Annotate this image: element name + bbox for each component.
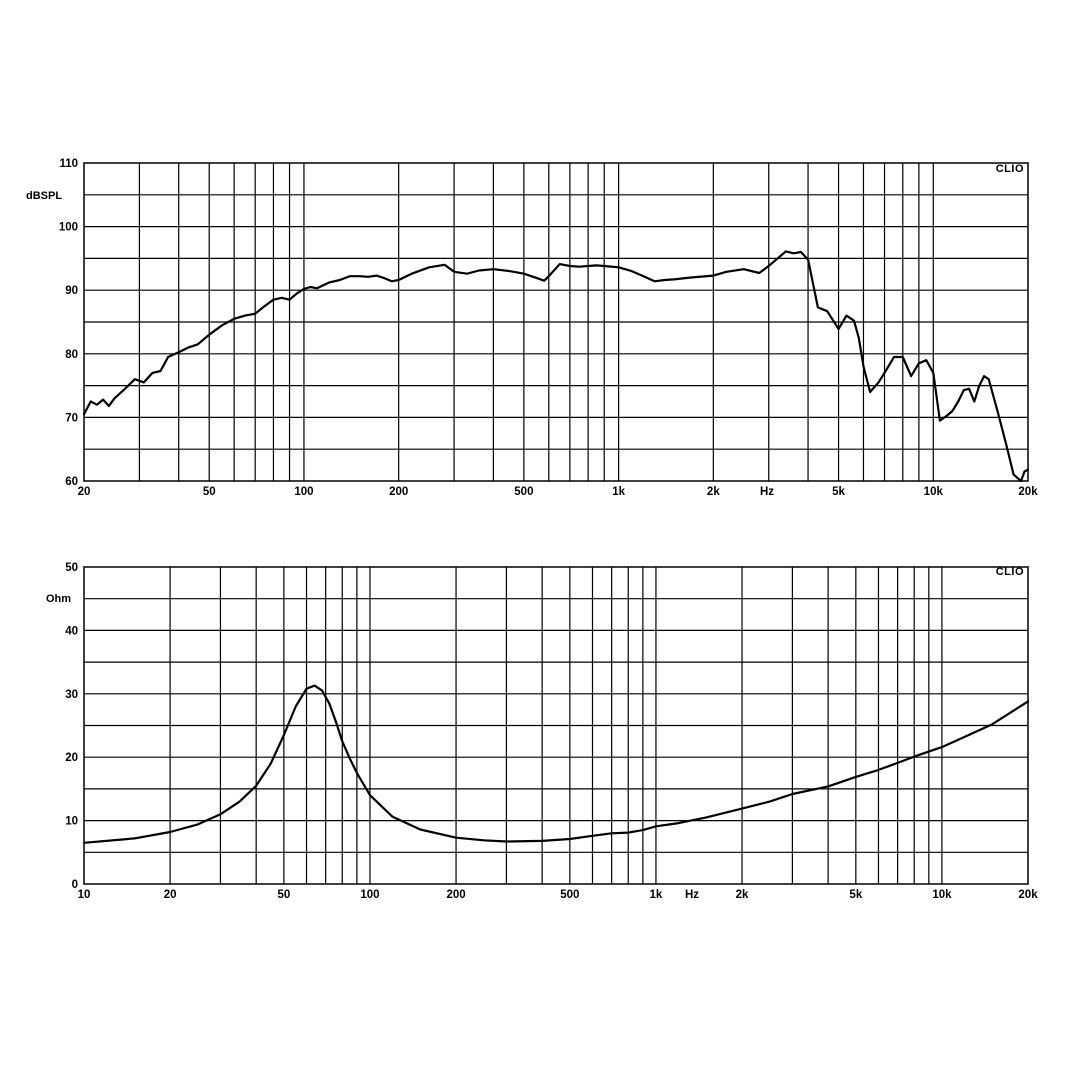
spl-plot-frame: [83, 162, 1029, 482]
spl-x-tick-label: 200: [389, 486, 408, 498]
spl-curve: [82, 250, 1030, 483]
imp-brand-label: CLIO: [996, 566, 1024, 578]
spl-x-tick-label: 1k: [612, 486, 625, 498]
spl-ylabel: dBSPL: [26, 190, 62, 202]
imp-grid: [84, 567, 1028, 884]
imp-y-tick-label: 10: [65, 816, 78, 828]
spl-x-unit: Hz: [760, 486, 774, 498]
imp-y-tick-label: 20: [65, 752, 78, 764]
imp-y-tick-label: 0: [72, 879, 78, 891]
imp-x-tick-label: 20k: [1018, 889, 1038, 901]
spl-x-tick-label: 20: [78, 486, 91, 498]
spl-x-tick-label: 100: [294, 486, 313, 498]
spl-y-tick-label: 90: [65, 285, 78, 297]
imp-y-tick-label: 30: [65, 689, 78, 701]
spl-y-tick-label: 100: [59, 222, 78, 234]
imp-x-tick-label: 2k: [736, 889, 749, 901]
spl-y-tick-label: 80: [65, 349, 78, 361]
imp-x-tick-label: 50: [277, 889, 290, 901]
imp-x-tick-label: 10: [78, 889, 91, 901]
imp-x-unit: Hz: [685, 889, 699, 901]
spl-x-tick-label: 50: [203, 486, 216, 498]
imp-x-tick-label: 100: [360, 889, 379, 901]
spl-x-tick-label: 2k: [707, 486, 720, 498]
imp-x-tick-label: 1k: [650, 889, 663, 901]
imp-curve: [82, 684, 1030, 844]
imp-y-tick-label: 40: [65, 625, 78, 637]
spl-y-tick-label: 60: [65, 476, 78, 488]
imp-ylabel: Ohm: [46, 593, 71, 605]
imp-x-tick-label: 500: [560, 889, 579, 901]
spl-tick-labels: 20 50 100 200 500 1k 2k 5k 10k 20k 60 70 80 90 100 110: [59, 158, 1038, 498]
spl-x-tick-label: 5k: [832, 486, 845, 498]
spl-x-tick-label: 10k: [924, 486, 944, 498]
imp-y-tick-label: 50: [65, 562, 78, 574]
imp-x-tick-label: 200: [446, 889, 465, 901]
spl-y-tick-label: 70: [65, 412, 78, 424]
spl-grid: [84, 163, 1028, 481]
spl-x-tick-label: 500: [514, 486, 533, 498]
imp-x-tick-label: 20: [164, 889, 177, 901]
imp-x-tick-label: 10k: [932, 889, 952, 901]
imp-plot-frame: [83, 566, 1029, 885]
imp-x-tick-label: 5k: [849, 889, 862, 901]
spl-x-tick-label: 20k: [1018, 486, 1038, 498]
spl-y-tick-label: 110: [59, 158, 78, 170]
spl-brand-label: CLIO: [996, 163, 1024, 175]
